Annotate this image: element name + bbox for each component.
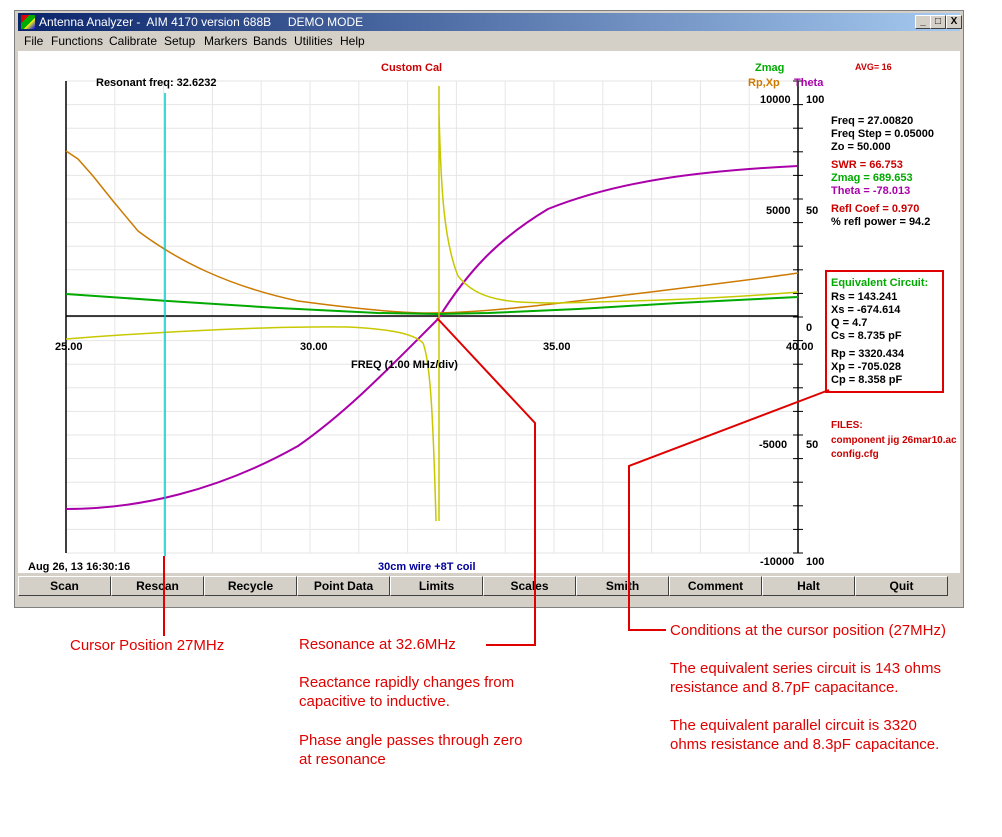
scales-button[interactable]: Scales (483, 576, 576, 596)
menu-help[interactable]: Help (340, 34, 365, 48)
menu-functions[interactable]: Functions (51, 34, 104, 48)
equiv-cp: Cp = 8.358 pF (831, 374, 903, 386)
annotation-phase: Phase angle passes through zero at reson… (299, 732, 523, 768)
y-left-tick-m5000: -5000 (759, 439, 787, 451)
scan-button[interactable]: Scan (18, 576, 111, 596)
rescan-button[interactable]: Rescan (111, 576, 204, 596)
comment-button[interactable]: Comment (669, 576, 762, 596)
y-right-tick-m100: 100 (806, 556, 824, 568)
annotation-resonance: Resonance at 32.6MHz (299, 636, 456, 653)
equiv-rs: Rs = 143.241 (831, 291, 897, 303)
annotation-reactance: Reactance rapidly changes from capacitiv… (299, 674, 515, 710)
y-right-tick-m50: 50 (806, 439, 818, 451)
readout-freq: Freq = 27.00820 (831, 115, 913, 127)
x-tick-25: 25.00 (55, 341, 83, 353)
equiv-rp: Rp = 3320.434 (831, 348, 905, 360)
quit-button[interactable]: Quit (855, 576, 948, 596)
resonant-freq-label: Resonant freq: 32.6232 (96, 77, 216, 89)
plot-caption: 30cm wire +8T coil (378, 561, 476, 573)
files-title: FILES: (831, 420, 863, 431)
equiv-cs: Cs = 8.735 pF (831, 330, 902, 342)
menu-bands[interactable]: Bands (253, 34, 288, 48)
menu-file[interactable]: File (24, 34, 44, 48)
smith-button[interactable]: Smith (576, 576, 669, 596)
menu-bar: File Functions Calibrate Setup Markers B… (18, 32, 960, 50)
plot-grid (65, 80, 799, 554)
readout-refl-coef: Refl Coef = 0.970 (831, 203, 919, 215)
button-bar: Scan Rescan Recycle Point Data Limits Sc… (18, 575, 960, 599)
date-stamp: Aug 26, 13 16:30:16 (28, 561, 130, 573)
menu-setup[interactable]: Setup (164, 34, 196, 48)
y-ticks (793, 80, 803, 554)
point-data-button[interactable]: Point Data (297, 576, 390, 596)
menu-utilities[interactable]: Utilities (294, 34, 333, 48)
custom-cal-label: Custom Cal (381, 62, 442, 74)
xp-curve-low (65, 326, 437, 522)
file-config: config.cfg (831, 449, 879, 460)
annotation-series: The equivalent series circuit is 143 ohm… (670, 660, 941, 696)
impedance-plot[interactable]: Resonant freq: 32.6232 Custom Cal Zmag R… (18, 51, 960, 573)
menu-markers[interactable]: Markers (204, 34, 248, 48)
plot-area[interactable]: Resonant freq: 32.6232 Custom Cal Zmag R… (18, 51, 960, 573)
readout-theta: Theta = -78.013 (831, 185, 910, 197)
app-icon (21, 15, 35, 29)
legend-theta: Theta (794, 77, 824, 89)
annotation-parallel: The equivalent parallel circuit is 3320 … (670, 717, 940, 753)
legend-zmag: Zmag (755, 62, 784, 74)
y-right-tick-100: 100 (806, 94, 824, 106)
x-tick-35: 35.00 (543, 341, 571, 353)
equiv-circuit-box (825, 270, 944, 393)
menu-calibrate[interactable]: Calibrate (109, 34, 158, 48)
readout-zo: Zo = 50.000 (831, 141, 891, 153)
title-bar[interactable]: Antenna Analyzer - AIM 4170 version 688B… (18, 13, 962, 31)
halt-button[interactable]: Halt (762, 576, 855, 596)
y-right-tick-50: 50 (806, 205, 818, 217)
x-tick-40: 40.00 (786, 341, 814, 353)
readout-freq-step: Freq Step = 0.05000 (831, 128, 934, 140)
equiv-q: Q = 4.7 (831, 317, 867, 329)
equiv-xp: Xp = -705.028 (831, 361, 901, 373)
resonance-pointer-line (436, 317, 536, 646)
annotation-conditions: Conditions at the cursor position (27MHz… (670, 622, 946, 639)
x-axis-label: FREQ (1.00 MHz/div) (351, 359, 458, 371)
x-tick-30: 30.00 (300, 341, 328, 353)
app-window: Antenna Analyzer - AIM 4170 version 688B… (14, 10, 964, 608)
y-left-tick-10000: 10000 (760, 94, 791, 106)
y-left-tick-m10000: -10000 (760, 556, 794, 568)
y-right-tick-0: 0 (806, 322, 812, 334)
legend-rp-xp: Rp,Xp (748, 77, 780, 89)
annotation-cursor: Cursor Position 27MHz (70, 637, 225, 654)
file-component-jig: component jig 26mar10.ac (831, 435, 957, 446)
recycle-button[interactable]: Recycle (204, 576, 297, 596)
maximize-button[interactable]: □ (930, 15, 946, 29)
avg-label: AVG= 16 (855, 62, 892, 72)
limits-button[interactable]: Limits (390, 576, 483, 596)
equiv-title: Equivalent Circuit: (831, 277, 928, 289)
readout-swr: SWR = 66.753 (831, 159, 903, 171)
xp-curve-high (438, 86, 799, 521)
equiv-xs: Xs = -674.614 (831, 304, 901, 316)
readout-zmag: Zmag = 689.653 (831, 172, 913, 184)
close-button[interactable]: X (946, 15, 962, 29)
y-left-tick-5000: 5000 (766, 205, 790, 217)
readout-refl-power: % refl power = 94.2 (831, 216, 930, 228)
window-title: Antenna Analyzer - AIM 4170 version 688B… (39, 15, 364, 29)
zmag-curve (65, 293, 799, 316)
conditions-pointer-line (628, 389, 830, 631)
